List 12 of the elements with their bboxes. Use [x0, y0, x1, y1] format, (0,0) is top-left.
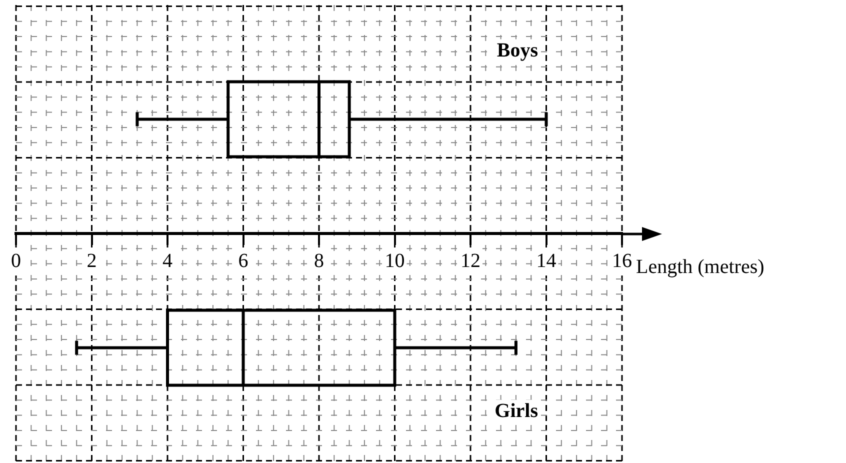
x-tick-label: 2	[86, 250, 97, 272]
x-tick-label: 4	[162, 250, 172, 272]
x-tick-label: 14	[536, 250, 556, 272]
x-tick-label: 8	[314, 250, 324, 272]
y-tick-label: Boys	[496, 39, 538, 62]
x-tick-label: 16	[612, 250, 632, 272]
x-tick-label: 12	[460, 250, 480, 272]
x-tick-label: 10	[384, 250, 405, 272]
x-tick-label: 0	[11, 250, 21, 272]
y-tick-label: Girls	[494, 400, 538, 422]
x-tick-label: 6	[238, 250, 248, 272]
x-axis-title: Length (metres)	[636, 256, 764, 278]
